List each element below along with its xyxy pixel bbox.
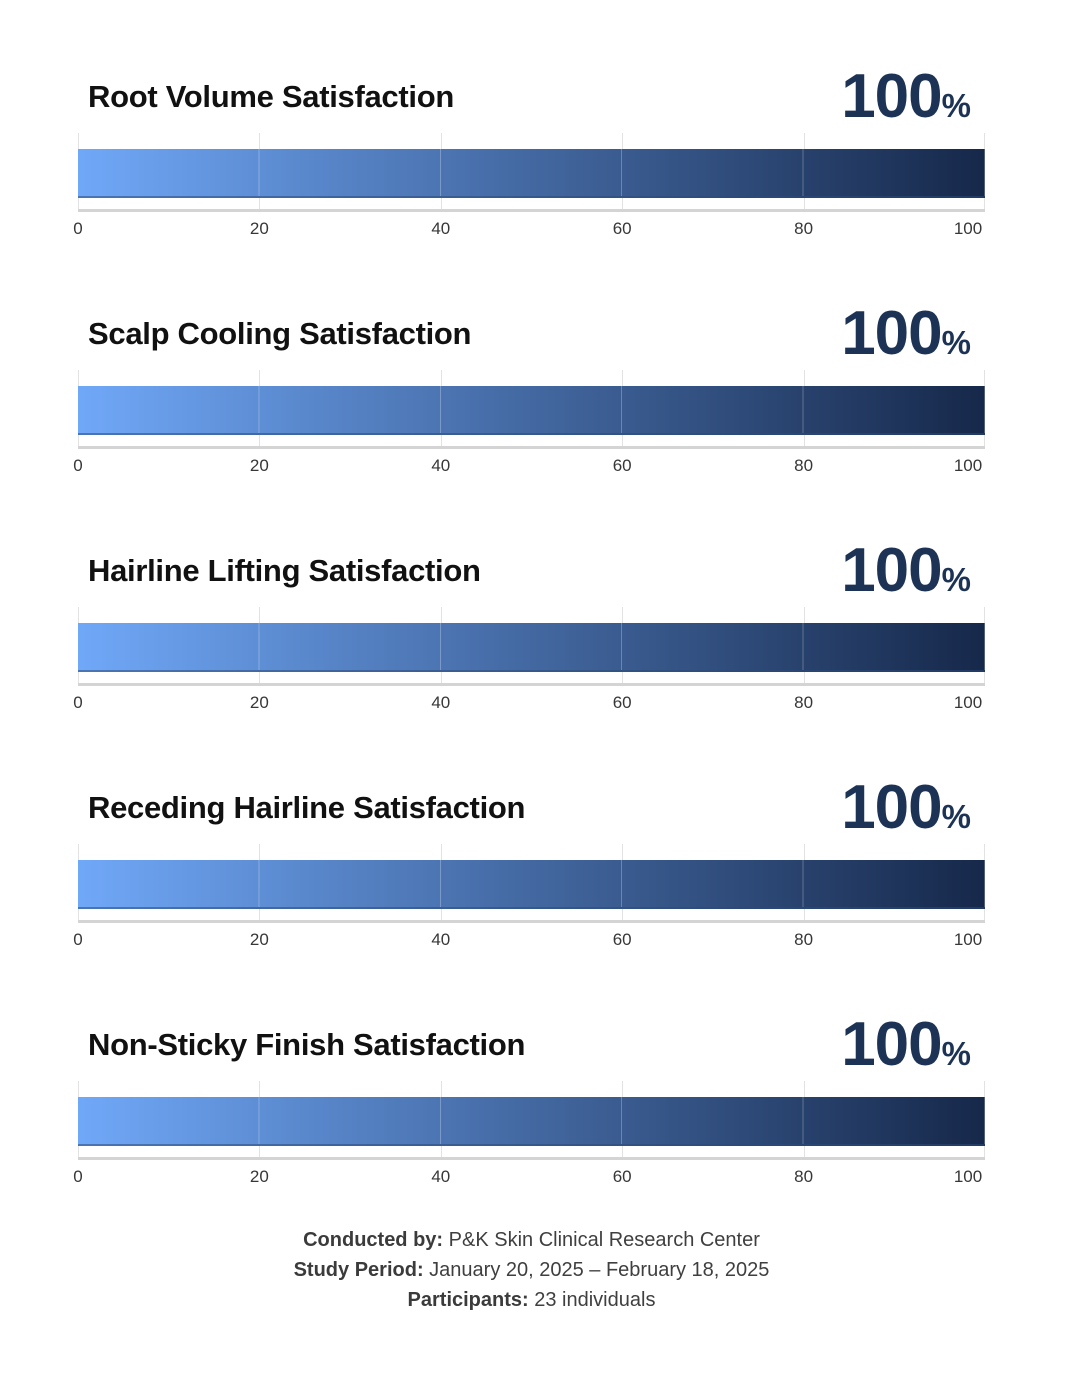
chart-value-number: 100 bbox=[841, 536, 942, 605]
axis-tick-label: 0 bbox=[73, 456, 83, 475]
axis-tick-label: 60 bbox=[612, 693, 632, 712]
participants-value: 23 individuals bbox=[534, 1289, 656, 1311]
percent-sign: % bbox=[941, 324, 971, 361]
chart-block-receding-hairline: Receding Hairline Satisfaction 100% 0 20… bbox=[73, 776, 985, 952]
chart-block-root-volume: Root Volume Satisfaction 100% 0 20 40 60… bbox=[73, 65, 985, 241]
axis-tick-label: 20 bbox=[249, 930, 269, 949]
axis-tick-label: 0 bbox=[73, 930, 83, 949]
axis-tick-label: 60 bbox=[612, 219, 632, 238]
x-axis-ticks: 0 20 40 60 80 100 bbox=[73, 930, 985, 952]
bar-plot-area bbox=[78, 844, 985, 923]
participants-line: Participants: 23 individuals bbox=[78, 1285, 985, 1315]
chart-value: 100% bbox=[841, 777, 971, 839]
axis-tick-label: 40 bbox=[431, 219, 451, 238]
chart-title: Hairline Lifting Satisfaction bbox=[88, 553, 481, 588]
x-axis-ticks: 0 20 40 60 80 100 bbox=[73, 219, 985, 241]
axis-tick-label: 20 bbox=[249, 693, 269, 712]
satisfaction-bar bbox=[78, 1097, 985, 1146]
axis-tick-label: 40 bbox=[431, 930, 451, 949]
axis-tick-label: 80 bbox=[794, 693, 814, 712]
chart-value-number: 100 bbox=[841, 62, 942, 131]
conducted-by-line: Conducted by: P&K Skin Clinical Research… bbox=[78, 1225, 985, 1255]
satisfaction-bar bbox=[78, 623, 985, 672]
conducted-by-value: P&K Skin Clinical Research Center bbox=[448, 1229, 760, 1251]
bar-plot-area bbox=[78, 133, 985, 212]
participants-label: Participants: bbox=[407, 1289, 529, 1311]
chart-header: Scalp Cooling Satisfaction 100% bbox=[78, 302, 985, 366]
chart-value: 100% bbox=[841, 303, 971, 365]
chart-value-number: 100 bbox=[841, 773, 942, 842]
x-axis-ticks: 0 20 40 60 80 100 bbox=[73, 1167, 985, 1189]
percent-sign: % bbox=[941, 87, 971, 124]
chart-value: 100% bbox=[841, 540, 971, 602]
axis-tick-label: 0 bbox=[73, 1167, 83, 1186]
axis-tick-label: 100 bbox=[953, 693, 983, 712]
chart-title: Non-Sticky Finish Satisfaction bbox=[88, 1027, 526, 1062]
chart-value: 100% bbox=[841, 1014, 971, 1076]
satisfaction-bar bbox=[78, 386, 985, 435]
axis-tick-label: 100 bbox=[953, 930, 983, 949]
bar-plot-area bbox=[78, 1081, 985, 1160]
study-period-value: January 20, 2025 – February 18, 2025 bbox=[429, 1259, 770, 1281]
chart-value-number: 100 bbox=[841, 1010, 942, 1079]
axis-tick-label: 0 bbox=[73, 219, 83, 238]
axis-tick-label: 100 bbox=[953, 1167, 983, 1186]
chart-block-non-sticky-finish: Non-Sticky Finish Satisfaction 100% 0 20… bbox=[73, 1013, 985, 1189]
study-period-line: Study Period: January 20, 2025 – Februar… bbox=[78, 1255, 985, 1285]
study-period-label: Study Period: bbox=[293, 1259, 424, 1281]
chart-value-number: 100 bbox=[841, 299, 942, 368]
axis-tick-label: 20 bbox=[249, 1167, 269, 1186]
bar-plot-area bbox=[78, 607, 985, 686]
chart-value: 100% bbox=[841, 66, 971, 128]
x-axis-ticks: 0 20 40 60 80 100 bbox=[73, 456, 985, 478]
satisfaction-bar bbox=[78, 149, 985, 198]
axis-tick-label: 80 bbox=[794, 456, 814, 475]
satisfaction-bar bbox=[78, 860, 985, 909]
chart-header: Non-Sticky Finish Satisfaction 100% bbox=[78, 1013, 985, 1077]
axis-tick-label: 80 bbox=[794, 1167, 814, 1186]
axis-tick-label: 80 bbox=[794, 219, 814, 238]
chart-header: Hairline Lifting Satisfaction 100% bbox=[78, 539, 985, 603]
axis-tick-label: 20 bbox=[249, 219, 269, 238]
chart-block-scalp-cooling: Scalp Cooling Satisfaction 100% 0 20 40 … bbox=[73, 302, 985, 478]
axis-tick-label: 100 bbox=[953, 219, 983, 238]
percent-sign: % bbox=[941, 798, 971, 835]
percent-sign: % bbox=[941, 561, 971, 598]
chart-header: Root Volume Satisfaction 100% bbox=[78, 65, 985, 129]
percent-sign: % bbox=[941, 1035, 971, 1072]
axis-tick-label: 0 bbox=[73, 693, 83, 712]
axis-tick-label: 40 bbox=[431, 1167, 451, 1186]
chart-header: Receding Hairline Satisfaction 100% bbox=[78, 776, 985, 840]
chart-block-hairline-lifting: Hairline Lifting Satisfaction 100% 0 20 … bbox=[73, 539, 985, 715]
bar-plot-area bbox=[78, 370, 985, 449]
axis-tick-label: 20 bbox=[249, 456, 269, 475]
axis-tick-label: 80 bbox=[794, 930, 814, 949]
axis-tick-label: 60 bbox=[612, 456, 632, 475]
study-info-footer: Conducted by: P&K Skin Clinical Research… bbox=[78, 1225, 985, 1315]
axis-tick-label: 60 bbox=[612, 1167, 632, 1186]
x-axis-ticks: 0 20 40 60 80 100 bbox=[73, 693, 985, 715]
axis-tick-label: 60 bbox=[612, 930, 632, 949]
axis-tick-label: 100 bbox=[953, 456, 983, 475]
conducted-by-label: Conducted by: bbox=[303, 1229, 444, 1251]
chart-title: Receding Hairline Satisfaction bbox=[88, 790, 526, 825]
axis-tick-label: 40 bbox=[431, 456, 451, 475]
chart-title: Root Volume Satisfaction bbox=[88, 79, 454, 114]
axis-tick-label: 40 bbox=[431, 693, 451, 712]
chart-title: Scalp Cooling Satisfaction bbox=[88, 316, 472, 351]
